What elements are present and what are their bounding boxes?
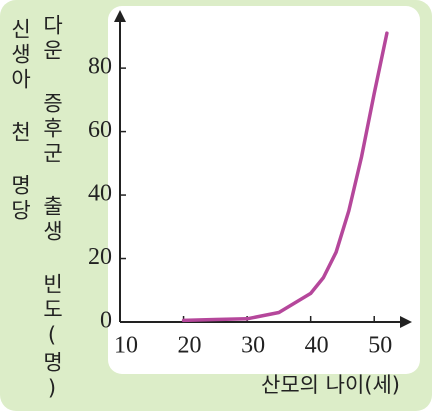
y-axis-arrow: [114, 10, 126, 22]
plot-panel: [108, 6, 420, 374]
x-axis-arrow: [400, 316, 412, 328]
y-axis-label: 다운 증후군 출생 빈도(명): [40, 14, 64, 404]
y-tick-label: 40: [88, 181, 112, 207]
x-tick-label: 30: [241, 333, 265, 359]
data-line: [181, 31, 389, 323]
x-tick-label: 50: [368, 333, 392, 359]
y-tick-label: 80: [88, 54, 112, 80]
x-tick-label: 40: [305, 333, 329, 359]
y-axis-label: 신생아 천 명당: [8, 18, 32, 224]
y-tick-label: 0: [100, 308, 112, 334]
y-tick-label: 60: [88, 117, 112, 143]
x-tick-label: 20: [178, 333, 202, 359]
y-tick-label: 20: [88, 244, 112, 270]
x-tick-label: 10: [114, 333, 138, 359]
x-axis-label: 산모의 나이(세): [261, 373, 400, 397]
